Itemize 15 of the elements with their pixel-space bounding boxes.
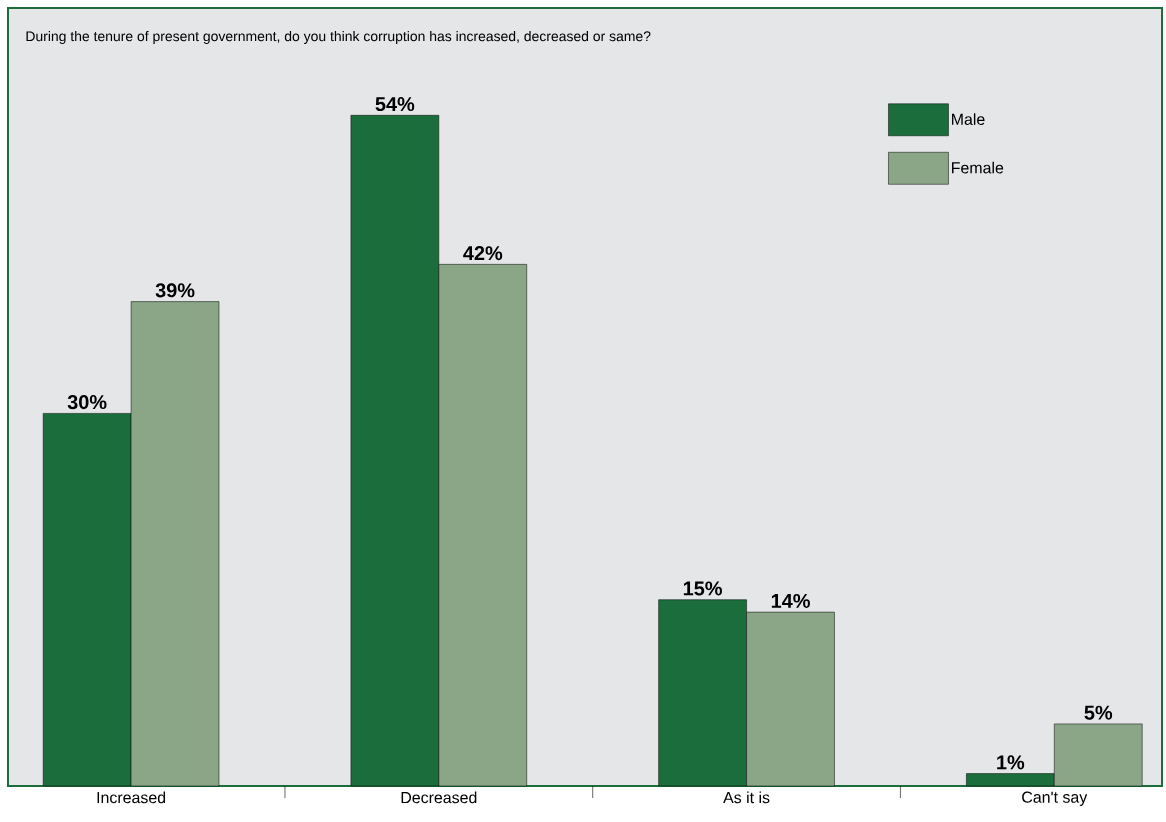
data-label: 39% [155, 283, 195, 298]
data-label: 14% [771, 593, 810, 608]
legend-label: Male [952, 113, 985, 125]
data-label: 5% [1084, 705, 1113, 720]
data-label: 1% [997, 755, 1025, 770]
legend-label: Female [952, 161, 1004, 174]
x-tick-label: Can't say [1022, 791, 1088, 806]
x-tick-label: Decreased [401, 791, 477, 804]
data-label: 54% [375, 97, 415, 112]
x-tick-label: As it is [723, 791, 770, 804]
data-label: 42% [463, 246, 503, 261]
chart-title: During the tenure of present government, do you think corruption has increased, decreased or same? [26, 30, 651, 44]
data-label: 30% [67, 395, 107, 410]
data-label: 15% [683, 581, 722, 596]
x-tick-label: Increased [97, 791, 166, 804]
